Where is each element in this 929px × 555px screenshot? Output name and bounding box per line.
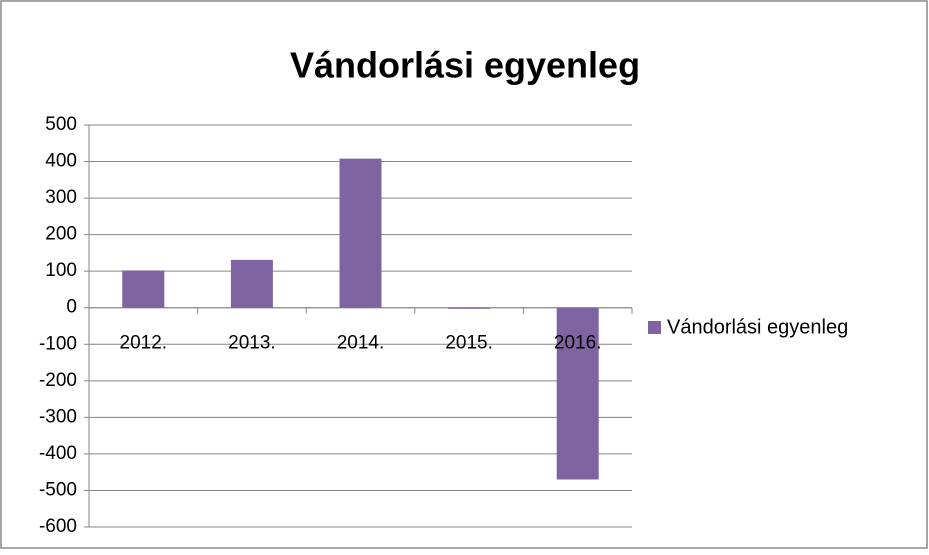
x-tick-label: 2013. [228, 333, 276, 354]
y-tick-label: -300 [39, 406, 77, 427]
y-tick-label: 400 [45, 151, 77, 172]
bar [339, 158, 382, 308]
bar [122, 270, 165, 308]
x-tick-label: 2015. [445, 333, 493, 354]
y-tick-label: 500 [45, 114, 77, 135]
x-tick-label: 2012. [120, 333, 168, 354]
bar [230, 259, 273, 308]
bar [448, 307, 491, 309]
x-tick-label: 2014. [337, 333, 385, 354]
y-tick-label: 100 [45, 260, 77, 281]
y-tick-label: -100 [39, 333, 77, 354]
x-tick-label: 2016. [554, 333, 602, 354]
y-tick-label: 300 [45, 187, 77, 208]
y-tick-label: 0 [66, 297, 77, 318]
legend-label: Vándorlási egyenleg [667, 316, 848, 338]
y-tick-label: 200 [45, 224, 77, 245]
legend-swatch [648, 321, 661, 334]
y-tick-label: -200 [39, 370, 77, 391]
chart-title: Vándorlási egyenleg [290, 45, 640, 86]
y-tick-label: -600 [39, 516, 77, 537]
y-tick-label: -400 [39, 443, 77, 464]
y-tick-label: -500 [39, 479, 77, 500]
bar [556, 307, 599, 480]
